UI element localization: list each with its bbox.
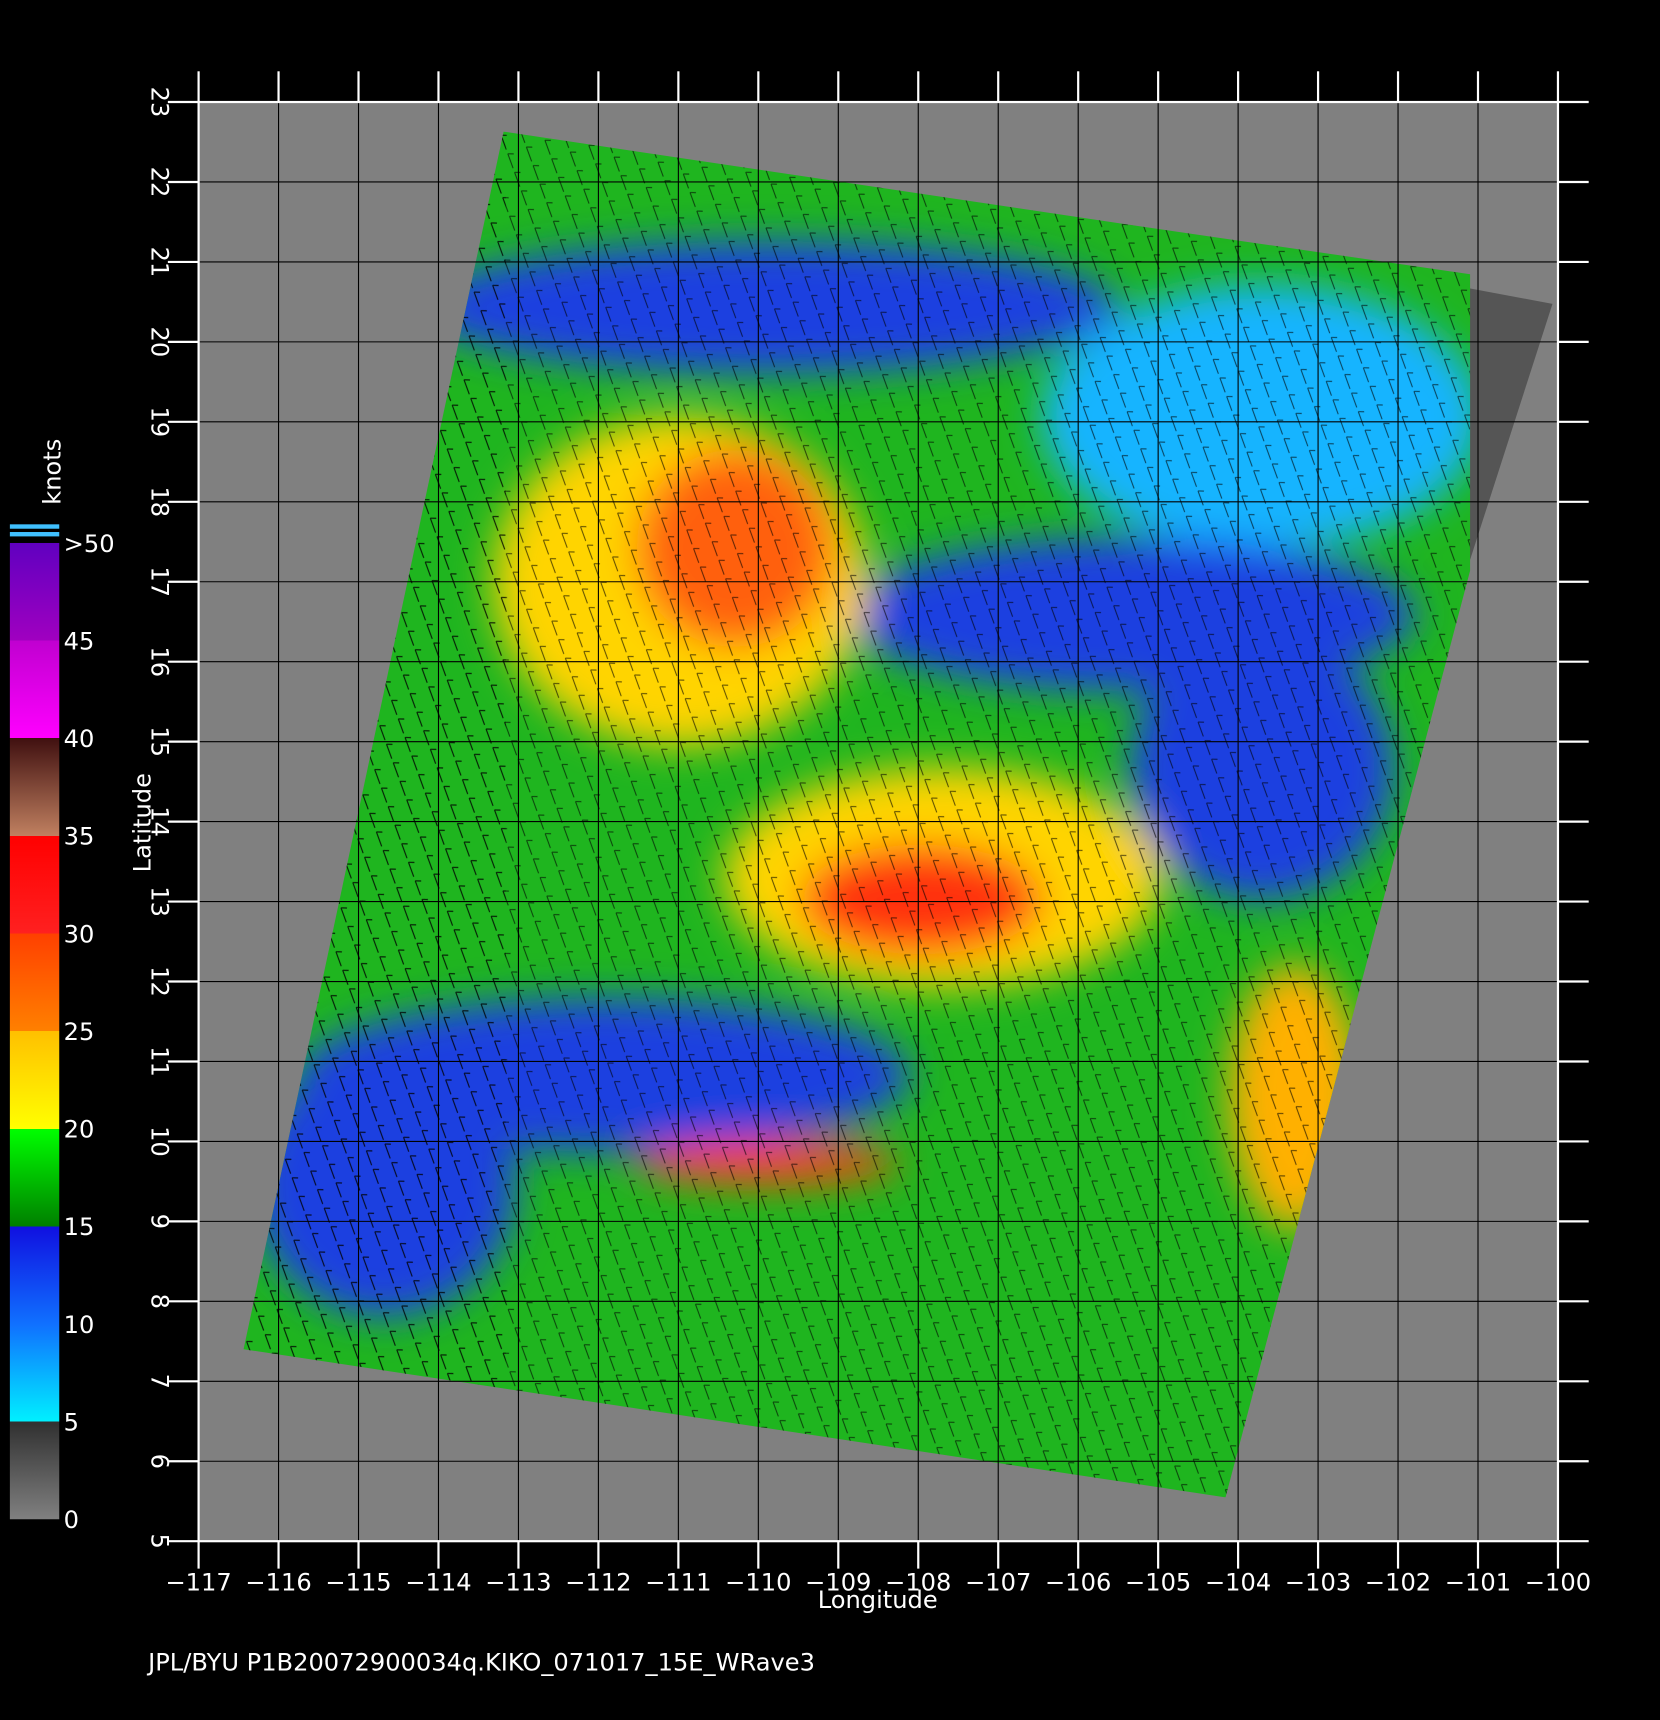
colorbar-tick-label: 10 xyxy=(64,1311,95,1339)
y-tick-label: 13 xyxy=(145,886,173,917)
colorbar-tick-label: >50 xyxy=(64,530,115,558)
x-tick-label: −104 xyxy=(1205,1569,1271,1597)
y-tick-label: 9 xyxy=(145,1214,173,1229)
x-tick-label: −114 xyxy=(405,1569,471,1597)
x-tick-label: −106 xyxy=(1045,1569,1111,1597)
colorbar-tick-label: 25 xyxy=(64,1018,95,1046)
colorbar-tick-label: 40 xyxy=(64,725,95,753)
y-tick-label: 11 xyxy=(145,1046,173,1077)
x-tick-label: −109 xyxy=(805,1569,871,1597)
colorbar-tick-label: 15 xyxy=(64,1213,95,1241)
x-axis-label: Longitude xyxy=(818,1586,938,1614)
x-tick-label: −113 xyxy=(485,1569,551,1597)
x-tick-label: −110 xyxy=(725,1569,791,1597)
colorbar-tick-label: 45 xyxy=(64,627,95,655)
axes: −117 −116 −115 −114 −113 −112 −111 −110 −109 −108… xyxy=(145,71,1591,1597)
colorbar: 0 5 10 15 20 25 30 35 40 45 >50 xyxy=(9,524,115,1534)
colorbar-tick-label: 5 xyxy=(64,1408,79,1436)
y-tick-label: 8 xyxy=(145,1294,173,1309)
x-tick-label: −103 xyxy=(1285,1569,1351,1597)
y-tick-label: 23 xyxy=(145,87,173,118)
y-tick-label: 16 xyxy=(145,646,173,677)
x-tick-label: −115 xyxy=(325,1569,391,1597)
y-tick-label: 6 xyxy=(145,1454,173,1469)
x-tick-label: −105 xyxy=(1125,1569,1191,1597)
colorbar-tick-label: 0 xyxy=(64,1506,79,1534)
y-tick-label: 10 xyxy=(145,1126,173,1157)
y-tick-label: 14 xyxy=(145,806,173,837)
y-tick-label: 15 xyxy=(145,726,173,757)
y-tick-label: 22 xyxy=(145,167,173,198)
colorbar-title: knots xyxy=(38,439,66,505)
y-tick-label: 5 xyxy=(145,1534,173,1549)
colorbar-tick-label: 20 xyxy=(64,1116,95,1144)
colorbar-tick-label: 30 xyxy=(64,920,95,948)
x-tick-label: −117 xyxy=(165,1569,231,1597)
frame xyxy=(197,100,1560,1543)
x-tick-label: −108 xyxy=(885,1569,951,1597)
y-tick-label: 18 xyxy=(145,486,173,517)
x-tick-label: −101 xyxy=(1445,1569,1511,1597)
y-tick-label: 12 xyxy=(145,966,173,997)
x-tick-label: −116 xyxy=(245,1569,311,1597)
x-tick-label: −107 xyxy=(965,1569,1031,1597)
y-tick-label: 7 xyxy=(145,1374,173,1389)
colorbar-tick-label: 35 xyxy=(64,823,95,851)
x-tick-label: −102 xyxy=(1365,1569,1431,1597)
x-tick-label: −111 xyxy=(645,1569,711,1597)
y-tick-label: 20 xyxy=(145,327,173,358)
y-tick-label: 21 xyxy=(145,247,173,278)
footer: JPL/BYU P1B20072900034q.KIKO_071017_15E_… xyxy=(146,1649,815,1677)
x-tick-label: −100 xyxy=(1525,1569,1591,1597)
y-tick-label: 17 xyxy=(145,566,173,597)
y-tick-label: 19 xyxy=(145,406,173,437)
y-axis-label: Latitude xyxy=(128,773,156,872)
x-tick-label: −112 xyxy=(565,1569,631,1597)
